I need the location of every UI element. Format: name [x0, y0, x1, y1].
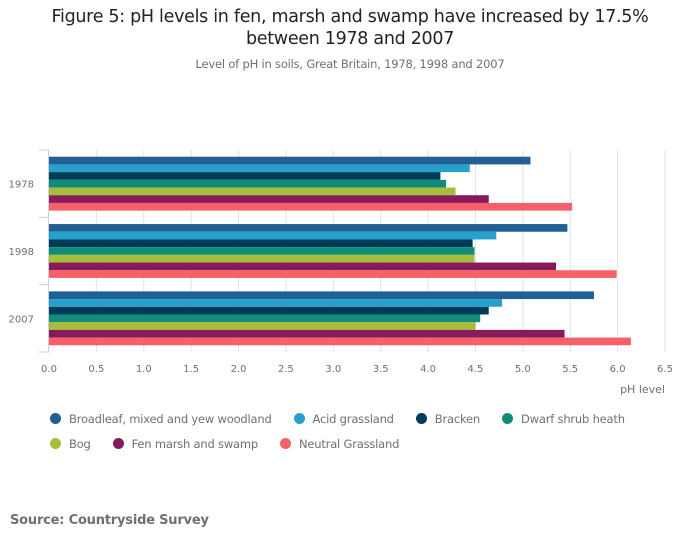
bar: [49, 291, 594, 300]
legend-label: Broadleaf, mixed and yew woodland: [69, 411, 272, 426]
x-tick-label: 4.5: [468, 364, 484, 375]
x-tick-label: 2.0: [231, 364, 247, 375]
legend-row: Broadleaf, mixed and yew woodland Acid gr…: [50, 406, 690, 431]
category-label: 1998: [9, 247, 34, 258]
bar: [49, 172, 441, 180]
category-label: 1978: [9, 180, 34, 191]
x-tick-label: 5.5: [562, 364, 578, 375]
legend-marker-icon: [415, 413, 427, 424]
legend-item[interactable]: Fen marsh and swamp: [112, 436, 259, 451]
legend-item[interactable]: Bog: [50, 437, 91, 451]
bars: [49, 156, 631, 346]
bar-chart: 1978 1998 2007 0.0 0.5 1.0 1.5 2.0 2.5 3.0 3.5 4.0…: [9, 149, 673, 396]
legend-marker-icon: [501, 413, 513, 424]
x-tick-label: 4.0: [420, 364, 436, 375]
legend: Broadleaf, mixed and yew woodland Acid gr…: [50, 406, 690, 456]
bar: [49, 224, 568, 232]
bar: [49, 337, 631, 346]
bar: [49, 187, 456, 196]
chart-title: Figure 5: pH levels in fen, marsh and sw…: [0, 6, 700, 50]
bar: [49, 164, 470, 173]
legend-marker-icon: [50, 438, 61, 449]
legend-item[interactable]: Dwarf shrub heath: [501, 411, 625, 426]
bar: [49, 299, 502, 307]
bar: [49, 262, 557, 271]
bar: [49, 239, 473, 248]
bar: [49, 247, 475, 255]
bar: [49, 270, 617, 278]
bar: [49, 314, 481, 323]
category-axis: 1978 1998 2007: [9, 149, 49, 353]
legend-label: Bog: [69, 436, 91, 451]
chart-title-line-2: between 1978 and 2007: [245, 29, 455, 49]
legend-label: Dwarf shrub heath: [520, 411, 625, 426]
x-tick-label: 0.5: [88, 364, 104, 375]
value-axis: 0.0 0.5 1.0 1.5 2.0 2.5 3.0 3.5 4.0 4.5 5.0 5.5 6.0 6…: [41, 364, 673, 396]
bar: [49, 322, 476, 330]
legend-label: Acid grassland: [312, 411, 394, 426]
x-tick-label: 1.0: [136, 364, 152, 375]
x-tick-label: 2.5: [278, 364, 294, 375]
x-tick-label: 3.5: [373, 364, 389, 375]
bar: [49, 306, 489, 315]
x-tick-label: 0.0: [41, 364, 57, 375]
x-tick-label: 6.5: [657, 364, 673, 375]
category-label: 2007: [9, 314, 34, 325]
legend-marker-icon: [50, 413, 61, 424]
x-tick-label: 1.5: [183, 364, 199, 375]
chart-title-line-1: Figure 5: pH levels in fen, marsh and sw…: [51, 7, 649, 27]
x-axis-title: pH level: [620, 383, 665, 396]
x-tick-label: 3.0: [325, 364, 341, 375]
legend-label: Bracken: [434, 411, 480, 426]
legend-marker-icon: [112, 438, 124, 449]
chart-subtitle: Level of pH in soils, Great Britain, 197…: [195, 57, 505, 71]
x-tick-label: 6.0: [610, 364, 626, 375]
bar: [49, 179, 447, 188]
bar: [49, 231, 497, 240]
legend-marker-icon: [293, 413, 305, 424]
bar: [49, 329, 565, 338]
legend-item[interactable]: Bracken: [415, 411, 480, 426]
legend-item[interactable]: Broadleaf, mixed and yew woodland: [50, 412, 272, 426]
legend-item[interactable]: Acid grassland: [293, 411, 394, 426]
bar: [49, 195, 489, 203]
source-note: Source: Countryside Survey: [10, 513, 209, 528]
x-tick-label: 5.0: [515, 364, 531, 375]
bar: [49, 202, 573, 211]
legend-marker-icon: [280, 438, 291, 449]
bar: [49, 156, 531, 165]
legend-label: Neutral Grassland: [299, 436, 400, 451]
legend-label: Fen marsh and swamp: [131, 436, 259, 451]
legend-item[interactable]: Neutral Grassland: [280, 437, 399, 451]
legend-row: Bog Fen marsh and swamp Neutral Grassland: [50, 431, 690, 456]
bar: [49, 254, 475, 263]
